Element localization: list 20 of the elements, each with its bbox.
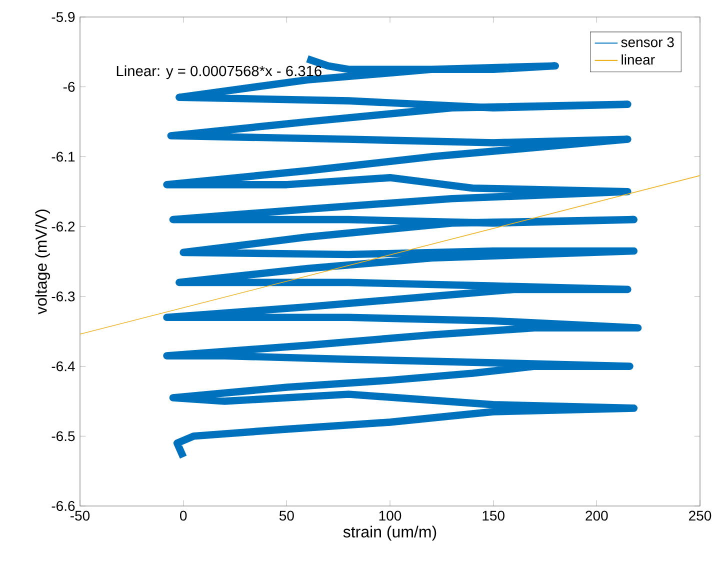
y-tick-label: -6.2 bbox=[52, 222, 75, 232]
x-tick-label: 50 bbox=[279, 510, 294, 521]
y-tick-label: -6.3 bbox=[52, 291, 75, 302]
y-tick-label: -6.6 bbox=[52, 501, 75, 511]
legend-label: linear bbox=[622, 54, 655, 65]
legend-label: sensor 3 bbox=[621, 37, 674, 48]
y-axis-title: voltage (mV/V) bbox=[35, 210, 50, 314]
x-tick-label: 0 bbox=[180, 510, 187, 521]
y-tick-label: -5.9 bbox=[52, 12, 75, 22]
x-tick-label: 250 bbox=[689, 510, 712, 521]
y-tick-label: -6.1 bbox=[52, 152, 75, 162]
x-axis-title: strain (um/m) bbox=[343, 526, 436, 541]
y-tick-label: -6.5 bbox=[52, 431, 75, 442]
y-tick-label: -6 bbox=[63, 82, 75, 92]
x-tick-label: -50 bbox=[70, 510, 90, 521]
x-tick-label: 150 bbox=[482, 510, 504, 521]
x-tick-label: 100 bbox=[379, 510, 402, 521]
y-tick-label: -6.4 bbox=[52, 361, 75, 372]
x-tick-label: 200 bbox=[586, 510, 608, 521]
annotation: Linear: y = 0.0007568*x - 6.316 bbox=[116, 65, 322, 80]
